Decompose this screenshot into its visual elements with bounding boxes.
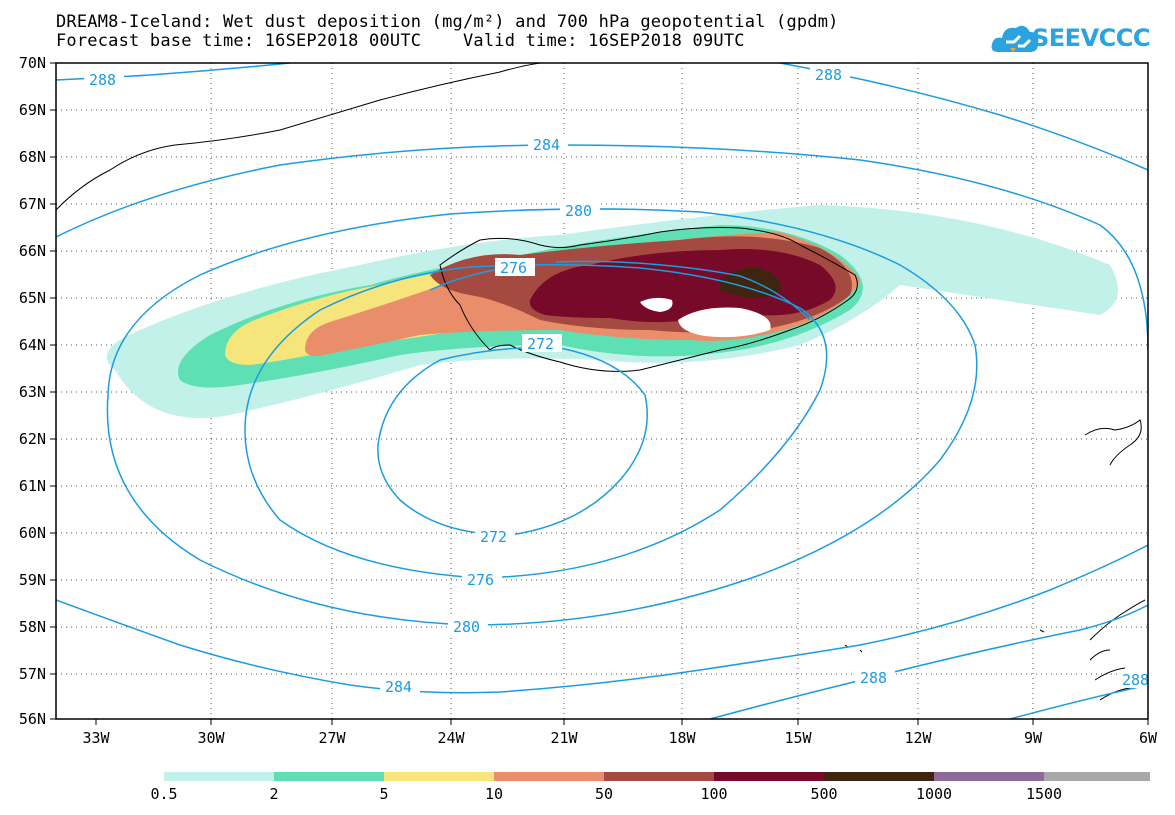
lat-label: 59N bbox=[19, 571, 46, 589]
legend-label: 1500 bbox=[1026, 785, 1062, 803]
lat-label: 56N bbox=[19, 710, 46, 728]
contour-label: 288 bbox=[1122, 671, 1149, 689]
lon-label: 6W bbox=[1139, 729, 1158, 747]
legend-label: 100 bbox=[700, 785, 727, 803]
legend-label: 5 bbox=[379, 785, 388, 803]
lon-label: 18W bbox=[668, 729, 696, 747]
legend-label: 50 bbox=[595, 785, 613, 803]
dust-deposition-field bbox=[106, 205, 1118, 418]
lat-label: 61N bbox=[19, 477, 46, 495]
latitude-labels: 70N 69N 68N 67N 66N 65N 64N 63N 62N 61N … bbox=[19, 54, 46, 728]
lat-label: 62N bbox=[19, 430, 46, 448]
legend-swatch bbox=[714, 772, 824, 781]
legend-label: 10 bbox=[485, 785, 503, 803]
lat-label: 64N bbox=[19, 336, 46, 354]
color-legend: 0.5 2 5 10 50 100 500 1000 1500 bbox=[150, 772, 1150, 803]
contour-label: 276 bbox=[500, 259, 527, 277]
contour-label: 280 bbox=[453, 618, 480, 636]
lon-label: 21W bbox=[550, 729, 578, 747]
contour-label: 288 bbox=[89, 71, 116, 89]
lat-label: 70N bbox=[19, 54, 46, 72]
contour-labels: 288 288 284 280 276 272 272 276 280 284 … bbox=[84, 65, 1149, 696]
contour-label: 280 bbox=[565, 202, 592, 220]
legend-label: 0.5 bbox=[150, 785, 177, 803]
lat-label: 65N bbox=[19, 289, 46, 307]
lon-label: 30W bbox=[197, 729, 225, 747]
lat-label: 63N bbox=[19, 383, 46, 401]
lat-label: 60N bbox=[19, 524, 46, 542]
legend-swatch bbox=[384, 772, 494, 781]
contour-label: 288 bbox=[860, 669, 887, 687]
contour-label: 272 bbox=[480, 528, 507, 546]
cloud-icon bbox=[991, 25, 1039, 52]
lat-label: 69N bbox=[19, 101, 46, 119]
lon-label: 33W bbox=[82, 729, 110, 747]
map-title: DREAM8-Iceland: Wet dust deposition (mg/… bbox=[56, 12, 839, 32]
lon-label: 12W bbox=[904, 729, 932, 747]
legend-swatch bbox=[274, 772, 384, 781]
legend-swatch bbox=[604, 772, 714, 781]
coastlines bbox=[56, 63, 1146, 701]
lon-label: 24W bbox=[437, 729, 465, 747]
legend-swatch bbox=[934, 772, 1044, 781]
lat-label: 66N bbox=[19, 242, 46, 260]
lon-label: 27W bbox=[318, 729, 346, 747]
legend-swatch bbox=[824, 772, 934, 781]
legend-label: 2 bbox=[269, 785, 278, 803]
contour-label: 272 bbox=[527, 335, 554, 353]
legend-swatch bbox=[1044, 772, 1150, 781]
lon-label: 15W bbox=[784, 729, 812, 747]
lat-label: 68N bbox=[19, 148, 46, 166]
lat-label: 67N bbox=[19, 195, 46, 213]
map-frame bbox=[55, 62, 1149, 720]
contour-label: 276 bbox=[467, 571, 494, 589]
map-subtitle: Forecast base time: 16SEP2018 00UTC Vali… bbox=[56, 31, 745, 51]
lon-label: 9W bbox=[1024, 729, 1043, 747]
legend-swatch bbox=[494, 772, 604, 781]
legend-swatch bbox=[164, 772, 274, 781]
lat-label: 58N bbox=[19, 618, 46, 636]
contour-label: 284 bbox=[533, 136, 560, 154]
tick-marks bbox=[50, 62, 1149, 725]
longitude-labels: 33W 30W 27W 24W 21W 18W 15W 12W 9W 6W bbox=[82, 729, 1158, 747]
logo-text: SEEVCCC bbox=[1032, 24, 1151, 52]
legend-label: 500 bbox=[810, 785, 837, 803]
legend-label: 1000 bbox=[916, 785, 952, 803]
lat-label: 57N bbox=[19, 665, 46, 683]
contour-label: 284 bbox=[385, 678, 412, 696]
contour-label: 288 bbox=[815, 66, 842, 84]
